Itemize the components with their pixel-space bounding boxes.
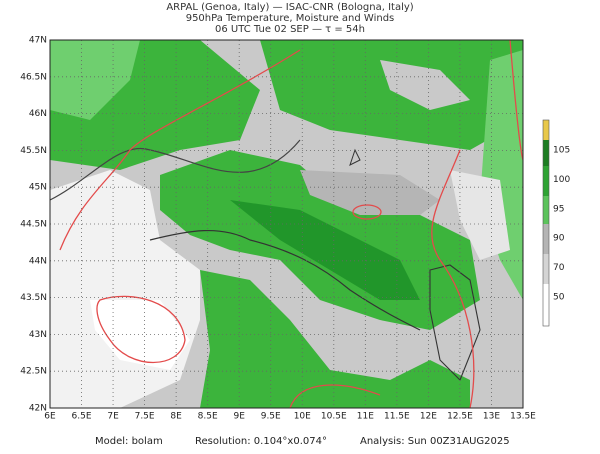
- y-tick-label: 47N: [29, 36, 47, 46]
- x-tick-label: 10.5E: [321, 412, 347, 422]
- footer-model: Model: bolam: [95, 436, 163, 447]
- x-tick-label: 6.5E: [72, 412, 92, 422]
- x-tick-label: 10E: [294, 412, 311, 422]
- x-tick-label: 11E: [357, 412, 374, 422]
- x-tick-label: 9E: [233, 412, 245, 422]
- x-tick-label: 12E: [420, 412, 437, 422]
- x-tick-label: 7.5E: [135, 412, 155, 422]
- y-tick-label: 44.5N: [20, 220, 47, 230]
- y-tick-label: 46N: [29, 109, 47, 119]
- colorbar: [542, 119, 550, 327]
- colorbar-tick-label: 95: [553, 204, 564, 214]
- y-tick-label: 46.5N: [20, 72, 47, 82]
- y-tick-label: 43N: [29, 330, 47, 340]
- x-tick-label: 7E: [107, 412, 119, 422]
- x-tick-label: 13.5E: [510, 412, 536, 422]
- y-tick-label: 42N: [29, 404, 47, 414]
- y-tick-label: 44N: [29, 256, 47, 266]
- footer-analysis: Analysis: Sun 00Z31AUG2025: [360, 436, 510, 447]
- y-tick-label: 45.5N: [20, 146, 47, 156]
- header-line: 06 UTC Tue 02 SEP — τ = 54h: [215, 24, 365, 35]
- colorbar-tick-label: 70: [553, 263, 565, 273]
- x-tick-label: 9.5E: [261, 412, 281, 422]
- graticule: [50, 40, 523, 408]
- colorbar-tick-label: 90: [553, 234, 565, 244]
- header-line: 950hPa Temperature, Moisture and Winds: [186, 13, 395, 24]
- x-tick-label: 13E: [483, 412, 500, 422]
- map-field: [50, 40, 523, 408]
- colorbar-tick-label: 100: [553, 175, 570, 185]
- x-tick-label: 11.5E: [384, 412, 410, 422]
- y-tick-label: 45N: [29, 183, 47, 193]
- x-tick-label: 8E: [170, 412, 182, 422]
- colorbar-tick-label: 105: [553, 146, 570, 156]
- x-tick-label: 8.5E: [198, 412, 218, 422]
- colorbar-tick-label: 50: [553, 293, 565, 303]
- footer-resolution: Resolution: 0.104°x0.074°: [195, 436, 327, 447]
- x-tick-label: 6E: [44, 412, 56, 422]
- x-tick-label: 12.5E: [447, 412, 473, 422]
- map-frame: [49, 39, 524, 409]
- y-tick-label: 42.5N: [20, 367, 47, 377]
- y-tick-label: 43.5N: [20, 293, 47, 303]
- header-line: ARPAL (Genoa, Italy) — ISAC-CNR (Bologna…: [166, 2, 413, 13]
